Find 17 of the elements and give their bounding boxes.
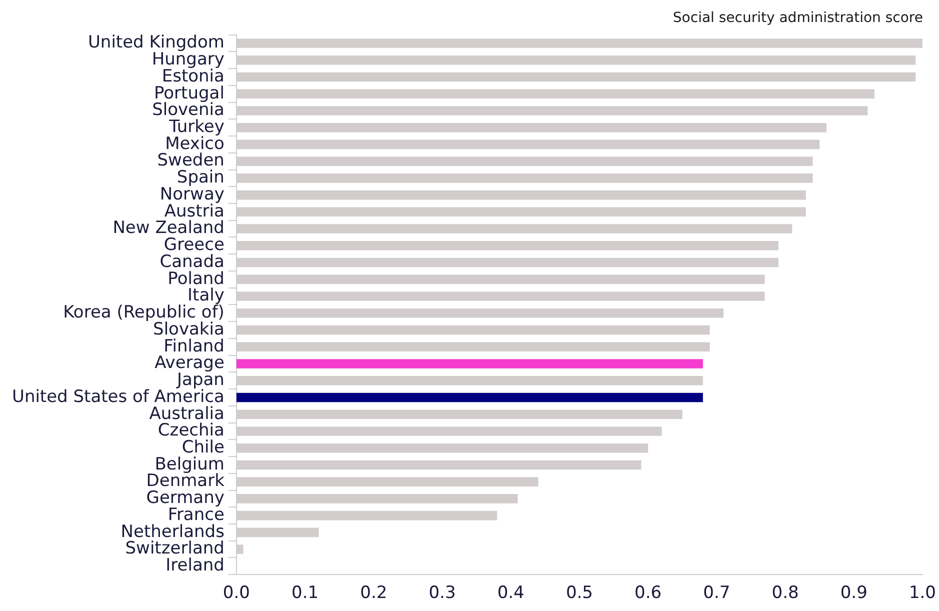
x-tick-label: 0.2 [360, 583, 388, 604]
x-tick-label: 1.0 [908, 583, 936, 604]
x-tick-label: 0.4 [497, 583, 524, 604]
x-tick-label: 0.5 [566, 583, 593, 604]
y-tick-label: Turkey [168, 117, 224, 137]
bar [236, 392, 703, 402]
x-tick-label: 0.9 [840, 583, 868, 604]
x-tick-label: 0.3 [428, 583, 456, 604]
x-tick-label: 0.6 [634, 583, 662, 604]
y-tick-label: Portugal [154, 83, 224, 104]
y-tick-label: Germany [146, 488, 224, 508]
bar [236, 359, 703, 368]
chart-title: Social security administration score [672, 10, 923, 26]
x-tick-label: 0.8 [772, 583, 799, 604]
x-tick-label: 0.7 [703, 583, 730, 604]
x-tick-label: 0.0 [222, 583, 250, 604]
x-tick-label: 0.1 [292, 583, 319, 604]
